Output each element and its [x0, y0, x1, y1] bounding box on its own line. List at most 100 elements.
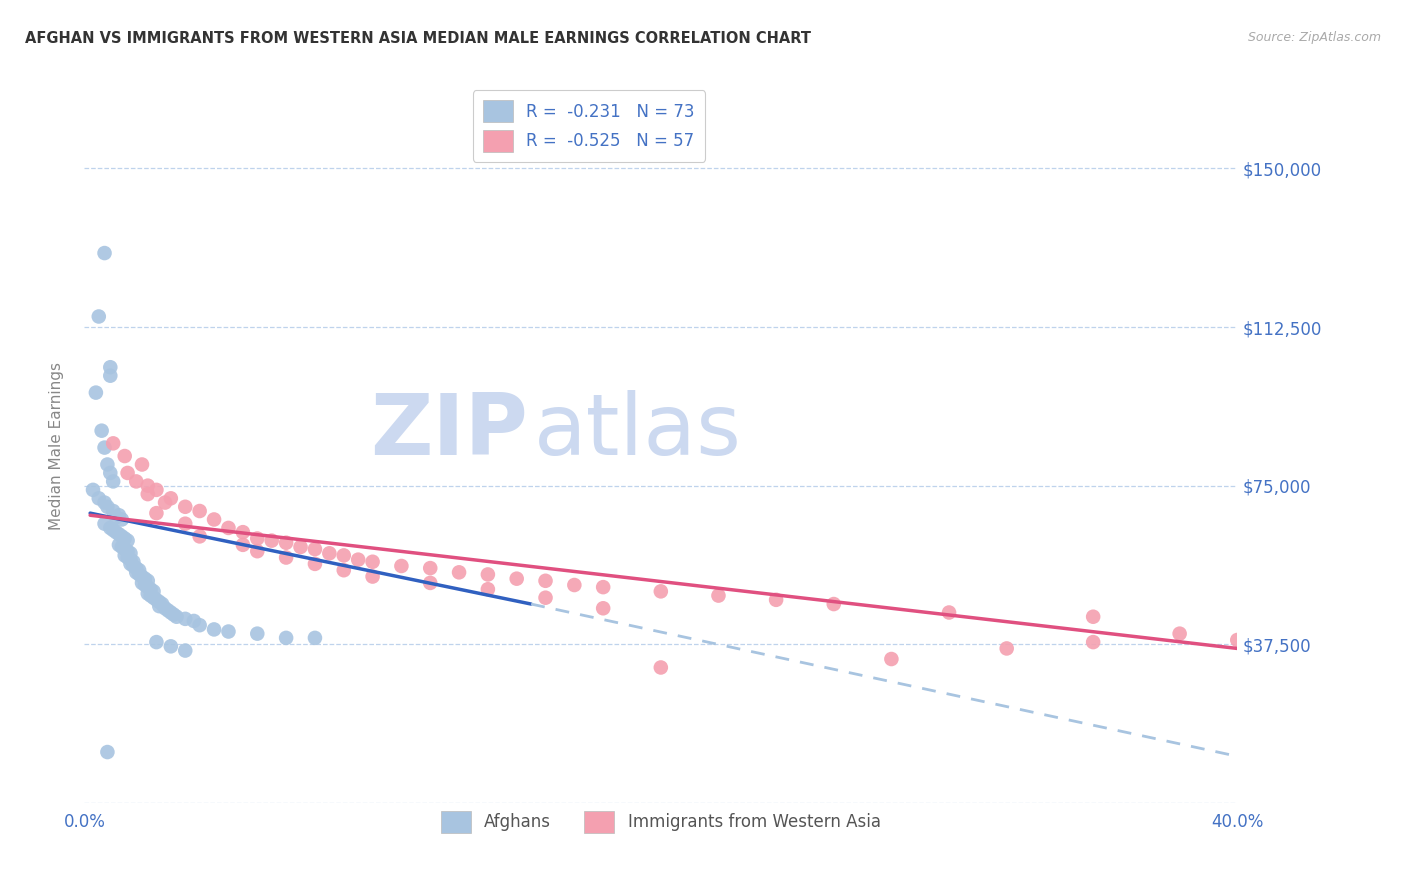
Legend: Afghans, Immigrants from Western Asia: Afghans, Immigrants from Western Asia — [433, 803, 889, 841]
Point — [246, 532, 269, 546]
Point — [108, 538, 131, 552]
Point — [145, 506, 167, 520]
Point — [160, 606, 183, 620]
Text: Source: ZipAtlas.com: Source: ZipAtlas.com — [1247, 31, 1381, 45]
Point — [166, 609, 188, 624]
Point — [650, 584, 672, 599]
Point — [117, 550, 139, 565]
Point — [290, 540, 312, 554]
Point — [1083, 609, 1105, 624]
Point — [347, 552, 370, 566]
Point — [125, 561, 148, 575]
Point — [160, 491, 183, 506]
Point — [1168, 626, 1191, 640]
Point — [131, 458, 153, 472]
Point — [105, 525, 128, 540]
Point — [419, 561, 441, 575]
Point — [276, 631, 298, 645]
Point — [174, 612, 197, 626]
Point — [136, 580, 159, 594]
Point — [153, 495, 176, 509]
Point — [1226, 632, 1249, 647]
Point — [304, 631, 326, 645]
Point — [103, 504, 124, 518]
Point — [650, 660, 672, 674]
Point — [232, 525, 254, 540]
Point — [142, 584, 165, 599]
Point — [82, 483, 104, 497]
Point — [477, 582, 499, 597]
Point — [174, 516, 197, 531]
Point — [93, 441, 115, 455]
Point — [145, 483, 167, 497]
Point — [84, 385, 107, 400]
Point — [111, 540, 134, 554]
Point — [1083, 635, 1105, 649]
Point — [534, 591, 557, 605]
Point — [534, 574, 557, 588]
Point — [108, 508, 131, 523]
Point — [90, 424, 112, 438]
Point — [188, 618, 211, 632]
Point — [134, 578, 156, 592]
Point — [105, 510, 128, 524]
Point — [142, 591, 165, 605]
Point — [153, 601, 176, 615]
Point — [125, 566, 148, 580]
Point — [318, 546, 340, 560]
Point — [361, 555, 384, 569]
Point — [232, 538, 254, 552]
Point — [823, 597, 845, 611]
Point — [139, 582, 162, 597]
Point — [136, 487, 159, 501]
Point — [477, 567, 499, 582]
Point — [765, 592, 787, 607]
Point — [995, 641, 1018, 656]
Point — [136, 478, 159, 492]
Point — [276, 535, 298, 549]
Point — [150, 597, 173, 611]
Point — [449, 566, 471, 580]
Point — [202, 623, 225, 637]
Point — [108, 527, 131, 541]
Point — [163, 607, 186, 622]
Point — [117, 533, 139, 548]
Point — [148, 599, 170, 614]
Point — [114, 449, 136, 463]
Point — [419, 575, 441, 590]
Point — [260, 533, 283, 548]
Point — [564, 578, 586, 592]
Point — [391, 559, 413, 574]
Point — [103, 475, 124, 489]
Point — [188, 529, 211, 543]
Point — [361, 569, 384, 583]
Point — [120, 557, 142, 571]
Point — [125, 475, 148, 489]
Point — [122, 555, 145, 569]
Point — [114, 532, 136, 546]
Point — [87, 310, 110, 324]
Point — [880, 652, 903, 666]
Point — [218, 521, 240, 535]
Point — [111, 512, 134, 526]
Point — [93, 516, 115, 531]
Point — [120, 552, 142, 566]
Point — [131, 575, 153, 590]
Point — [276, 550, 298, 565]
Point — [114, 542, 136, 557]
Point — [183, 614, 205, 628]
Point — [117, 466, 139, 480]
Point — [304, 542, 326, 557]
Text: ZIP: ZIP — [371, 390, 529, 474]
Point — [148, 595, 170, 609]
Point — [96, 458, 118, 472]
Point — [98, 466, 121, 480]
Point — [304, 557, 326, 571]
Point — [938, 606, 960, 620]
Y-axis label: Median Male Earnings: Median Male Earnings — [49, 362, 63, 530]
Point — [114, 549, 136, 563]
Point — [188, 504, 211, 518]
Point — [592, 580, 614, 594]
Point — [98, 368, 121, 383]
Point — [87, 491, 110, 506]
